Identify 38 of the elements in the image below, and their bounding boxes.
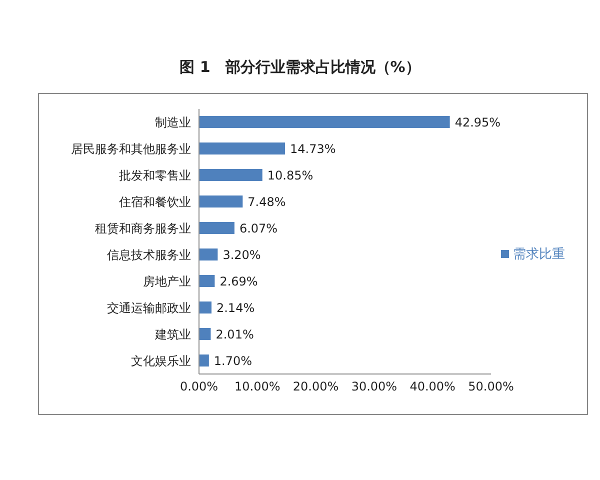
bar xyxy=(199,328,211,340)
legend-label: 需求比重 xyxy=(513,247,565,262)
bar xyxy=(199,222,234,234)
y-tick-label: 住宿和餐饮业 xyxy=(118,195,191,210)
bar xyxy=(199,248,218,260)
y-tick-label: 信息技术服务业 xyxy=(107,248,191,262)
bar xyxy=(199,302,212,314)
y-tick-label: 制造业 xyxy=(155,116,191,130)
data-label: 2.01% xyxy=(216,327,254,342)
y-tick-label: 建筑业 xyxy=(154,328,191,342)
data-label: 3.20% xyxy=(222,248,261,262)
bar xyxy=(199,142,286,154)
data-label: 42.95% xyxy=(454,115,501,130)
y-tick-label: 交通运输邮政业 xyxy=(107,301,191,316)
y-tick-label: 文化娱乐业 xyxy=(131,354,191,368)
bar xyxy=(199,275,215,287)
y-tick-label: 居民服务和其他服务业 xyxy=(71,142,191,156)
data-label: 6.07% xyxy=(239,221,278,236)
data-label: 14.73% xyxy=(290,142,336,156)
data-label: 1.70% xyxy=(214,354,252,368)
chart-title: 图 1 部分行业需求占比情况（%） xyxy=(178,58,422,77)
x-tick-label: 20.00% xyxy=(292,380,339,394)
data-label: 10.85% xyxy=(267,168,314,182)
y-tick-label: 租赁和商务服务业 xyxy=(95,222,191,236)
bar xyxy=(199,196,243,208)
y-tick-label: 房地产业 xyxy=(143,274,191,289)
x-tick-label: 40.00% xyxy=(410,380,456,394)
data-label: 2.69% xyxy=(220,274,258,288)
data-label: 7.48% xyxy=(248,194,286,209)
bar xyxy=(199,169,262,181)
x-tick-label: 30.00% xyxy=(351,380,398,394)
x-tick-label: 10.00% xyxy=(234,380,280,394)
x-tick-label: 0.00% xyxy=(180,380,218,394)
x-tick-label: 50.00% xyxy=(468,380,514,394)
y-tick-label: 批发和零售业 xyxy=(119,168,191,183)
bar xyxy=(199,354,209,366)
data-label: 2.14% xyxy=(216,300,255,315)
bar xyxy=(199,116,450,128)
